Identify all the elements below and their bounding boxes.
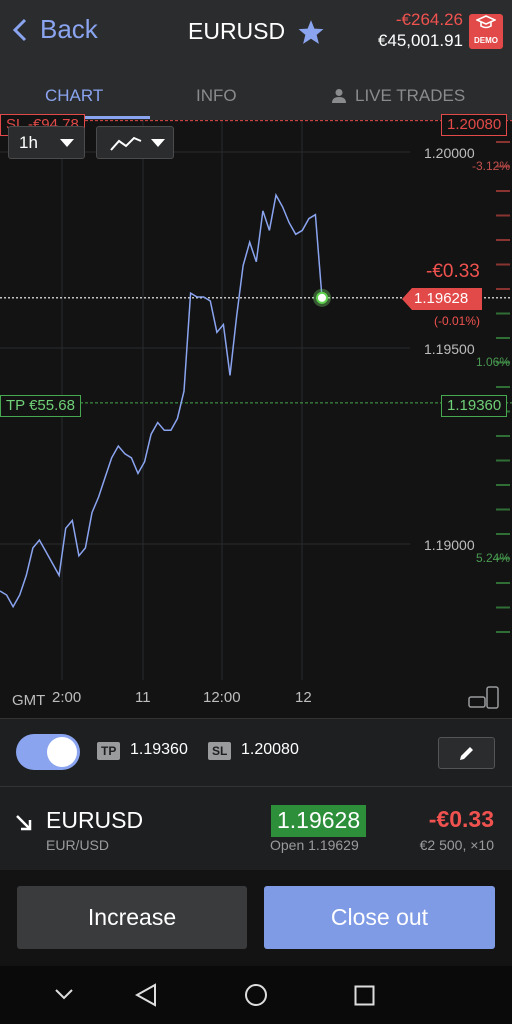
- percent-label: -3.12%: [471, 159, 510, 173]
- x-axis-label: 12: [295, 689, 312, 706]
- x-axis-label: 11: [135, 689, 151, 706]
- timezone-label: GMT: [12, 692, 46, 709]
- position-open-price: Open 1.19629: [270, 837, 359, 853]
- tp-value: 1.19360: [130, 741, 188, 758]
- tab-live-trades-label: LIVE TRADES: [355, 86, 466, 105]
- demo-badge[interactable]: DEMO: [469, 14, 503, 49]
- floating-pnl: -€0.33: [426, 261, 480, 282]
- person-icon: [332, 89, 346, 103]
- floating-percent: (-0.01%): [434, 314, 481, 328]
- tab-info[interactable]: INFO: [196, 86, 237, 105]
- position-size: €2 500, ×10: [419, 837, 494, 853]
- timeframe-value: 1h: [19, 132, 38, 152]
- tab-bar: CHART INFO LIVE TRADES: [0, 70, 512, 120]
- toggle-knob: [47, 737, 77, 767]
- pencil-icon: [459, 747, 473, 760]
- percent-label: 1.06%: [475, 355, 510, 369]
- nav-collapse-icon[interactable]: [54, 988, 74, 1000]
- percent-label: 5.24%: [475, 551, 510, 565]
- app-header: Back EURUSD -€264.26 €45,001.91 DEMO: [0, 0, 512, 70]
- nav-recents-icon[interactable]: [354, 985, 375, 1006]
- back-button[interactable]: Back: [12, 14, 98, 45]
- x-axis-label: 2:00: [52, 689, 82, 706]
- instrument-symbol: EURUSD: [188, 18, 286, 44]
- y-axis-label: 1.19500: [424, 341, 475, 357]
- instrument-title: EURUSD: [188, 18, 325, 45]
- nav-back-icon[interactable]: [135, 983, 157, 1007]
- position-pnl: -€0.33: [428, 806, 494, 832]
- take-profit-tag[interactable]: TP €55.68: [0, 395, 81, 417]
- caret-down-icon: [151, 138, 165, 147]
- tp-chip: TP: [97, 742, 121, 760]
- position-row[interactable]: EURUSD EUR/USD 1.19628 Open 1.19629 -€0.…: [0, 786, 512, 870]
- y-axis-label: 1.20000: [424, 145, 475, 161]
- y-axis-label: 1.19000: [424, 537, 475, 553]
- tab-chart[interactable]: CHART: [45, 86, 104, 105]
- chart-canvas[interactable]: [0, 120, 512, 718]
- favorite-star-icon[interactable]: [297, 19, 325, 45]
- sl-chip: SL: [208, 742, 232, 760]
- timeframe-select[interactable]: 1h: [8, 126, 85, 159]
- take-profit-price-tag: 1.19360: [441, 395, 508, 417]
- position-current-price: 1.19628: [271, 805, 367, 837]
- current-price-marker[interactable]: [316, 291, 328, 304]
- caret-down-icon: [59, 138, 74, 147]
- price-chart[interactable]: [0, 120, 512, 718]
- increase-button[interactable]: Increase: [17, 886, 247, 949]
- close-out-button[interactable]: Close out: [264, 886, 495, 949]
- nav-home-icon[interactable]: [244, 983, 268, 1007]
- x-axis-label: 12:00: [203, 689, 241, 706]
- position-pair: EUR/USD: [46, 837, 110, 853]
- stop-loss-price-tag: 1.20080: [441, 114, 508, 136]
- chevron-left-icon: [12, 18, 27, 41]
- rotate-device-icon[interactable]: [468, 686, 502, 710]
- chart-type-select[interactable]: [96, 126, 174, 159]
- price-line: [0, 192, 323, 609]
- graduation-cap-icon: [475, 15, 497, 29]
- account-summary: -€264.26 €45,001.91: [378, 10, 463, 52]
- demo-label: DEMO: [474, 36, 498, 45]
- account-balance: €45,001.91: [377, 31, 463, 50]
- tp-sl-bar: TP 1.19360 SL 1.20080: [0, 718, 512, 786]
- account-pnl: -€264.26: [395, 10, 463, 29]
- tab-live-trades[interactable]: LIVE TRADES: [331, 86, 465, 106]
- action-bar: Increase Close out: [0, 870, 512, 966]
- back-label: Back: [40, 14, 98, 44]
- line-chart-icon: [110, 136, 142, 151]
- arrow-down-right-icon: [16, 815, 32, 831]
- sl-value: 1.20080: [241, 741, 299, 758]
- tp-sl-toggle[interactable]: [16, 734, 80, 770]
- edit-tp-sl-button[interactable]: [438, 737, 495, 769]
- position-symbol: EURUSD: [46, 807, 144, 833]
- system-nav-bar: [0, 966, 512, 1024]
- current-price-flag: 1.19628: [402, 288, 482, 310]
